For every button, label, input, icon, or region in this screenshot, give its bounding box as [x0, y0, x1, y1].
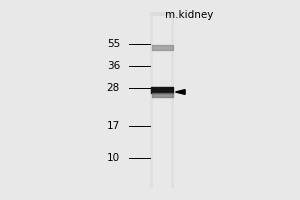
Polygon shape	[176, 90, 185, 94]
Bar	[150, 12, 174, 184]
Bar	[150, 16, 174, 188]
Text: 10: 10	[107, 153, 120, 163]
Text: 17: 17	[107, 121, 120, 131]
Text: 36: 36	[107, 61, 120, 71]
Text: 28: 28	[107, 83, 120, 93]
Text: 55: 55	[107, 39, 120, 49]
Text: m.kidney: m.kidney	[165, 10, 213, 20]
Bar	[153, 16, 171, 188]
